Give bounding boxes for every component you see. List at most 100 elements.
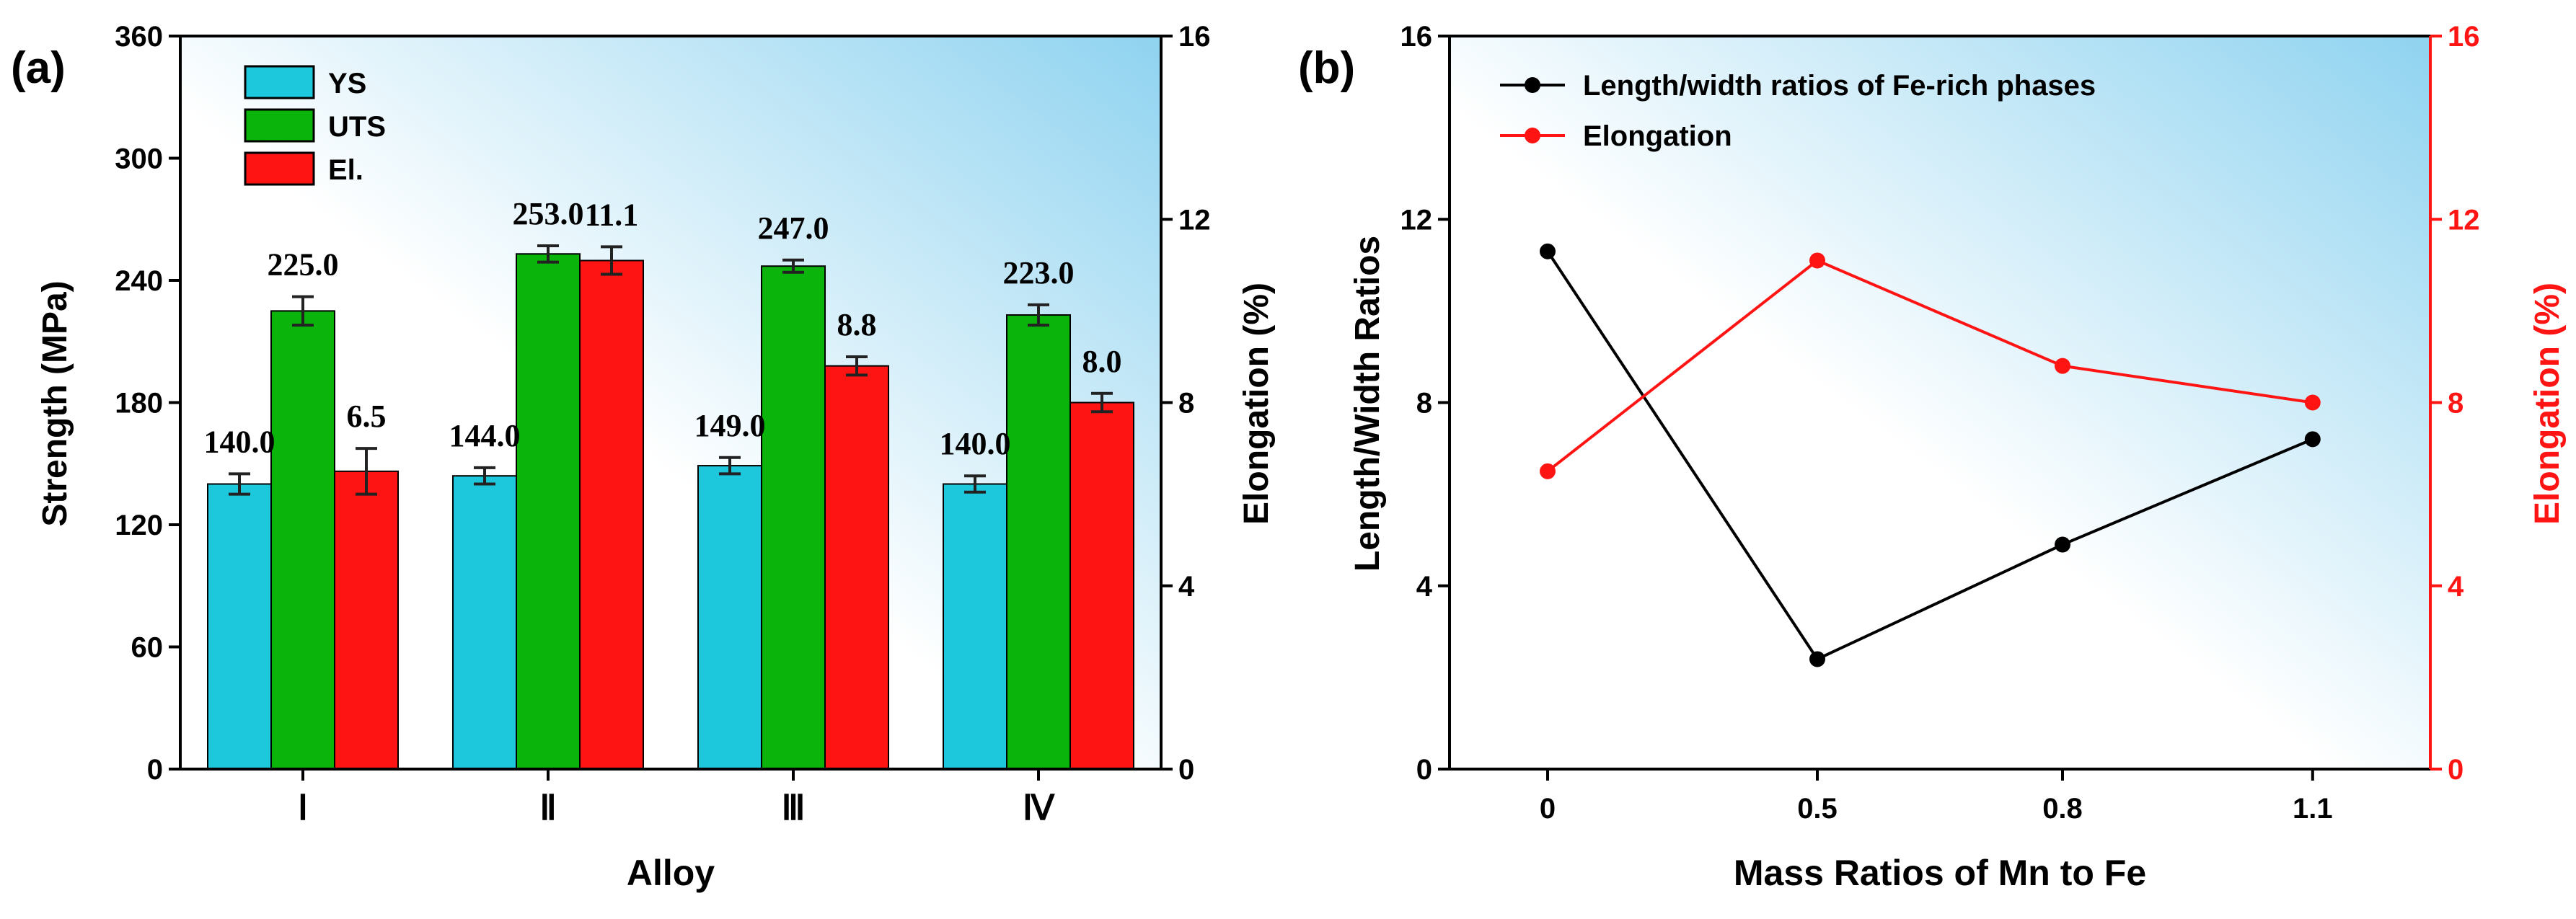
data-label-el-1: 6.5 (347, 399, 387, 434)
error-bar-ys-2 (474, 466, 495, 486)
error-bar-ys-4 (964, 474, 986, 494)
data-label-uts-4: 223.0 (1003, 255, 1075, 290)
panel-a-label: (a) (11, 43, 66, 93)
b-y2-tick-label-16: 16 (2448, 21, 2480, 53)
b-y2-tick-label-12: 12 (2448, 204, 2480, 236)
panel-b-label: (b) (1298, 43, 1355, 93)
y2-tick-label-8: 8 (1178, 388, 1194, 419)
data-label-el-2: 11.1 (585, 197, 639, 232)
y-tick-label-0: 0 (147, 754, 163, 786)
y-tick-label-180: 180 (115, 388, 163, 419)
y-tick-label-60: 60 (131, 632, 164, 664)
bar-uts-4 (1006, 314, 1071, 770)
bar-ys-2 (452, 475, 517, 770)
point-elongation-1 (1540, 463, 1556, 479)
bar-ys-1 (207, 483, 272, 770)
error-bar-uts-4 (1028, 303, 1049, 327)
series-line-elongation (1546, 259, 2313, 473)
data-label-uts-1: 225.0 (268, 247, 339, 283)
b-y2-tick-label-0: 0 (2448, 754, 2463, 786)
error-bar-uts-2 (537, 244, 559, 264)
y-tick-label-240: 240 (115, 265, 163, 297)
error-bar-el-4 (1091, 391, 1113, 414)
x-tick-label-2: Ⅱ (539, 789, 557, 827)
b-y-tick-label-4: 4 (1416, 571, 1433, 603)
panel-b-y2-axis-title: Elongation (%) (2528, 283, 2567, 525)
b-x-tick-label-3: 0.8 (2042, 793, 2083, 825)
y2-tick-label-4: 4 (1178, 571, 1195, 603)
x-tick-label-4: Ⅳ (1023, 789, 1055, 827)
bar-ys-4 (943, 483, 1007, 770)
legend-label-length-width: Length/width ratios of Fe-rich phases (1583, 70, 2096, 102)
b-y-tick-label-8: 8 (1416, 388, 1432, 419)
point-length-width-2 (1809, 651, 1825, 667)
y-tick-label-300: 300 (115, 143, 163, 175)
legend-swatch-el (244, 151, 315, 186)
legend-label-el: El. (328, 154, 363, 186)
bar-ys-3 (697, 465, 762, 770)
y-tick-label-360: 360 (115, 21, 163, 53)
y2-tick-label-16: 16 (1178, 21, 1211, 53)
series-line-length-width (1546, 250, 2313, 661)
point-length-width-1 (1540, 243, 1556, 259)
panel-b-x-axis-title: Mass Ratios of Mn to Fe (1734, 853, 2146, 893)
panel-a: 0 60 120 180 240 300 360 0 4 8 12 16 Ⅰ Ⅱ Ⅲ Ⅳ 140.0 225… (11, 21, 1276, 893)
point-elongation-3 (2055, 358, 2070, 374)
point-elongation-2 (1809, 252, 1825, 269)
bar-uts-1 (270, 310, 335, 770)
b-y-tick-label-16: 16 (1401, 21, 1433, 53)
data-label-ys-3: 149.0 (694, 408, 766, 443)
error-bar-el-3 (846, 355, 868, 377)
y2-tick-label-0: 0 (1178, 754, 1194, 786)
legend-label-uts: UTS (328, 111, 386, 143)
b-x-tick-label-1: 0 (1540, 793, 1556, 825)
data-label-el-3: 8.8 (837, 307, 877, 342)
b-x-tick-label-4: 1.1 (2293, 793, 2333, 825)
data-label-el-4: 8.0 (1082, 344, 1122, 379)
b-y-tick-label-12: 12 (1401, 204, 1433, 236)
panel-b-legend: Length/width ratios of Fe-rich phases El… (1500, 70, 2096, 152)
error-bar-ys-3 (719, 456, 741, 476)
data-label-ys-4: 140.0 (940, 426, 1011, 461)
legend-swatch-uts (244, 108, 315, 143)
bar-el-3 (824, 365, 889, 770)
panel-a-y-axis-title: Strength (MPa) (36, 280, 74, 526)
b-y-tick-label-0: 0 (1416, 754, 1432, 786)
b-y2-tick-label-4: 4 (2448, 571, 2464, 603)
bar-el-4 (1069, 401, 1134, 770)
x-tick-label-3: Ⅲ (781, 789, 805, 827)
bar-el-2 (579, 259, 644, 770)
data-label-uts-2: 253.0 (513, 196, 584, 231)
panel-b: 0 4 8 12 16 0 4 8 12 16 0 0.5 0.8 1.1 Length/width … (1298, 21, 2567, 893)
panel-b-plot-background (1450, 36, 2430, 769)
y2-tick-label-12: 12 (1178, 204, 1211, 236)
point-length-width-3 (2055, 536, 2070, 553)
error-bar-uts-1 (292, 295, 314, 327)
legend-marker-red (1525, 128, 1540, 143)
y-tick-label-120: 120 (115, 510, 163, 541)
b-x-tick-label-2: 0.5 (1797, 793, 1838, 825)
data-label-ys-1: 140.0 (204, 424, 275, 459)
legend-label-ys: YS (328, 68, 366, 99)
legend-marker-black (1525, 77, 1540, 93)
data-label-uts-3: 247.0 (758, 210, 829, 246)
bar-uts-3 (761, 265, 826, 771)
panel-a-x-axis-title: Alloy (627, 853, 715, 893)
error-bar-el-2 (601, 245, 622, 276)
panel-b-y-axis-title: Length/Width Ratios (1349, 236, 1387, 572)
error-bar-uts-3 (782, 258, 804, 274)
panel-a-y2-axis-title: Elongation (%) (1238, 283, 1276, 525)
point-length-width-4 (2304, 431, 2321, 448)
legend-swatch-ys (244, 65, 315, 99)
legend-label-elongation: Elongation (1583, 120, 1732, 152)
b-y2-tick-label-8: 8 (2448, 388, 2463, 419)
data-label-ys-2: 144.0 (449, 418, 521, 453)
bar-uts-2 (516, 253, 581, 770)
error-bar-el-1 (356, 447, 377, 496)
error-bar-ys-1 (229, 472, 250, 496)
panel-a-legend: YS UTS El. (244, 65, 386, 186)
x-tick-label-1: Ⅰ (298, 789, 308, 827)
point-elongation-4 (2304, 394, 2321, 411)
bar-el-1 (334, 470, 399, 770)
